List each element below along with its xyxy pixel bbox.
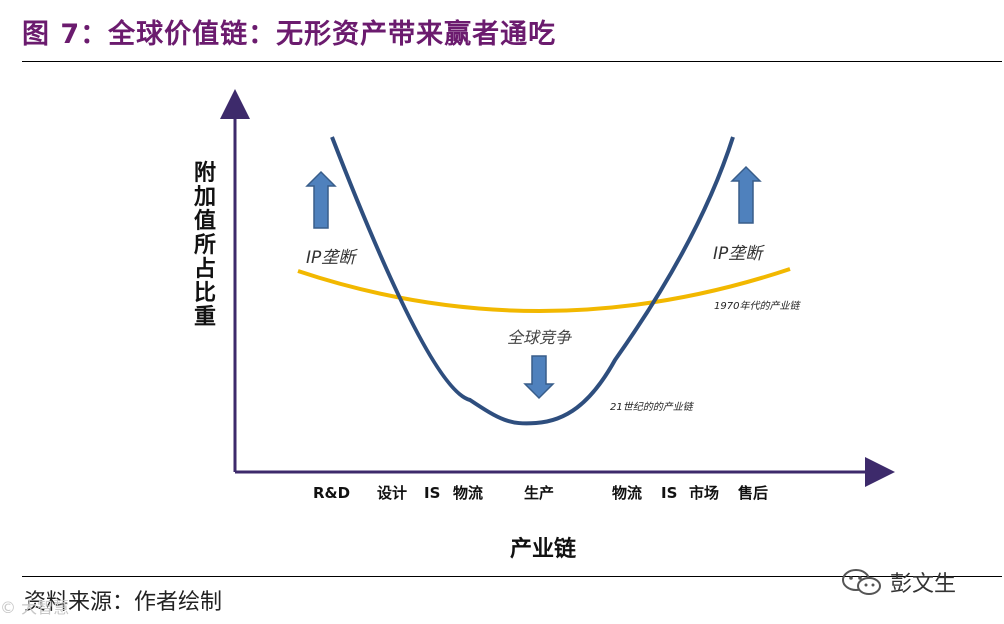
wechat-icon [842,569,881,595]
series-label-21st: 21世纪的的产业链 [610,401,695,413]
ip-label-left: IP垄断 [306,248,358,268]
x-tick-label: IS [661,484,677,502]
wechat-account-name: 彭文生 [890,572,957,597]
up-arrow-left-icon [305,170,337,229]
x-axis-label: 产业链 [510,536,576,562]
x-category-labels: R&D 设计 IS 物流 生产 物流 IS 市场 售后 [313,484,768,502]
x-tick-label: 售后 [738,484,768,502]
series-label-1970s: 1970年代的产业链 [714,300,801,312]
x-tick-label: 市场 [689,484,719,502]
ip-label-right: IP垄断 [713,244,765,264]
source-divider [22,576,1002,577]
source-note: 资料来源：作者绘制 [24,590,223,615]
figure-title: 图 7：全球价值链：无形资产带来赢者通吃 [22,19,557,50]
y-axis-label: 附加值所占比重 [193,160,216,330]
smile-curve-diagram: 附加值所占比重 IP垄断 IP垄断 全球竞争 1970年代的产业链 21世纪的的… [193,89,895,562]
watermark-text: © 大智慧 [0,598,70,617]
x-tick-label: 生产 [524,484,554,502]
wechat-badge: 彭文生 [840,566,956,598]
x-tick-label: R&D [313,484,350,502]
x-tick-label: 物流 [612,484,642,502]
x-tick-label: IS [424,484,440,502]
up-arrow-right-icon [730,165,762,224]
x-tick-label: 物流 [453,484,483,502]
x-tick-label: 设计 [377,484,407,502]
down-arrow-center-icon [523,355,555,400]
curve-1970s [297,267,791,313]
global-competition-label: 全球竞争 [507,328,572,347]
title-divider [22,61,1002,62]
curve-21st-century [330,136,735,426]
